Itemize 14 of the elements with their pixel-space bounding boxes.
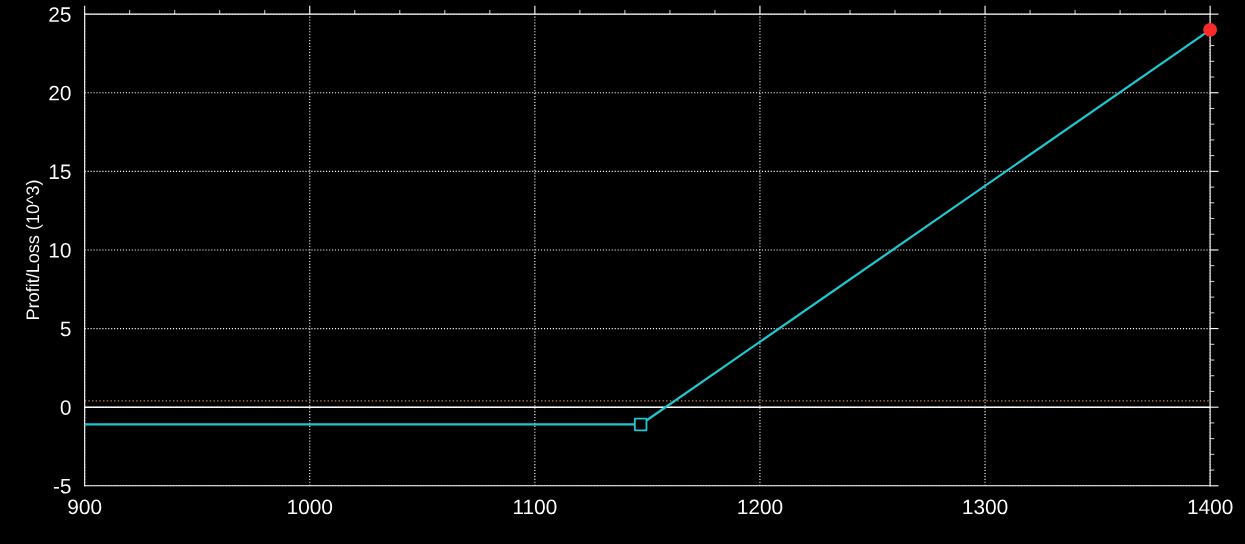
x-tick-label: 1300 — [963, 499, 1008, 515]
y-tick-label: 5 — [60, 321, 71, 337]
x-tick-label: 1000 — [288, 499, 333, 515]
x-tick-label: 1400 — [1188, 499, 1233, 515]
y-axis-title: Profit/Loss (10^3) — [25, 180, 43, 319]
y-tick-label: 25 — [49, 7, 71, 22]
y-tick-label: -5 — [53, 479, 71, 494]
y-tick-label: 15 — [49, 164, 71, 180]
y-tick-label: 10 — [49, 242, 71, 258]
x-tick-label: 900 — [68, 499, 102, 515]
y-tick-label: 20 — [49, 85, 71, 101]
x-tick-label: 1200 — [738, 499, 783, 515]
y-tick-label: 0 — [60, 400, 71, 415]
x-tick-label: 1100 — [514, 499, 557, 515]
